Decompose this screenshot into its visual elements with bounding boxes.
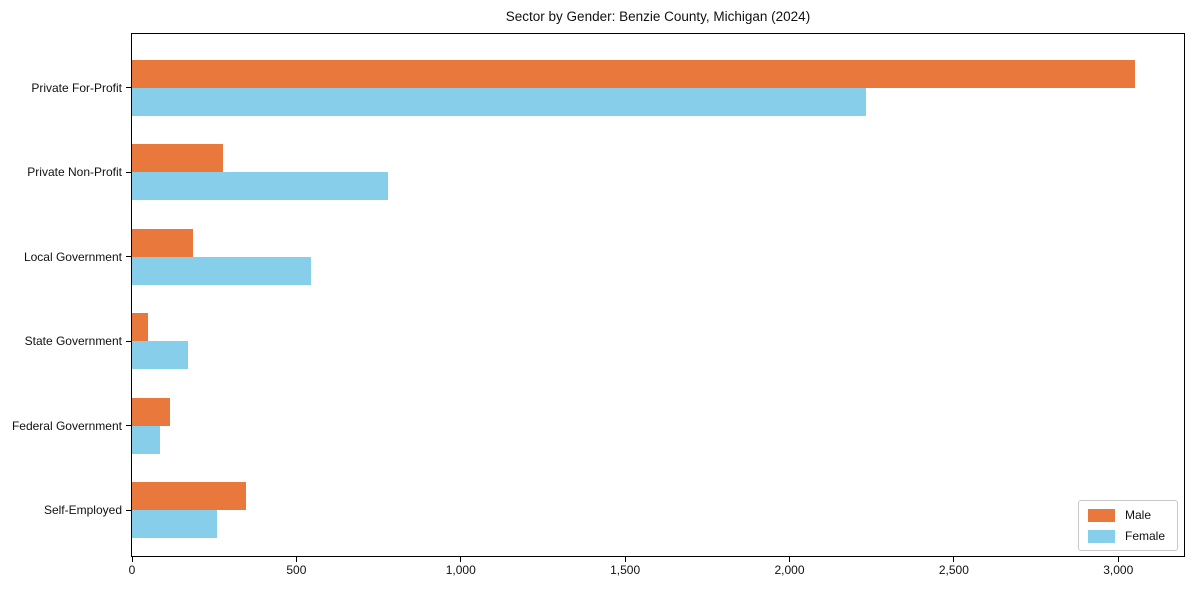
y-tick-mark	[126, 509, 131, 511]
y-tick-label-private-for-profit: Private For-Profit	[31, 80, 122, 95]
bar-female-private-non-profit	[132, 172, 388, 200]
male-series-swatch	[1087, 508, 1115, 522]
x-tick-label-1-000: 1,000	[445, 563, 476, 577]
x-tick-label-2-000: 2,000	[774, 563, 805, 577]
bar-female-local-government	[132, 256, 311, 285]
y-tick-label-private-non-profit: Private Non-Profit	[27, 165, 122, 179]
x-tick-mark	[624, 557, 626, 562]
y-tick-label-federal-government: Federal Government	[11, 418, 122, 433]
x-tick-mark	[131, 557, 133, 562]
legend: Male Female	[1077, 500, 1178, 551]
y-tick-mark	[126, 87, 131, 88]
bar-male-private-non-profit	[132, 144, 223, 172]
plot-area: Male Female Private For-Profit Private No…	[12, 33, 1185, 577]
bar-male-local-government	[132, 228, 193, 257]
x-tick-label-3-000: 3,000	[1103, 563, 1134, 577]
y-tick-mark	[126, 171, 131, 173]
female-series-swatch	[1087, 529, 1115, 543]
y-tick-label-local-government: Local Government	[23, 249, 122, 264]
bar-male-state-government	[132, 313, 148, 341]
x-tick-mark	[295, 557, 297, 562]
bar-female-federal-government	[132, 425, 160, 454]
y-tick-mark	[126, 256, 131, 257]
chart-title: Sector by Gender: Benzie County, Michiga…	[505, 9, 811, 24]
x-tick-label-2-500: 2,500	[938, 563, 969, 577]
legend-label-male: Male	[1124, 508, 1151, 522]
y-tick-label-self-employed: Self-Employed	[43, 503, 122, 517]
bar-male-private-for-profit	[132, 59, 1135, 88]
x-tick-mark	[1117, 557, 1119, 562]
y-tick-mark	[126, 340, 131, 342]
x-tick-mark	[953, 557, 955, 562]
bar-female-self-employed	[132, 510, 217, 538]
y-tick-label-state-government: State Government	[24, 334, 122, 348]
x-tick-label-1-500: 1,500	[610, 563, 641, 577]
x-tick-mark	[789, 557, 790, 562]
bar-male-federal-government	[132, 397, 170, 426]
x-tick-label-0: 0	[128, 563, 136, 577]
y-tick-mark	[126, 425, 131, 426]
x-tick-label-500: 500	[286, 563, 307, 577]
legend-entry-male: Male	[1087, 508, 1165, 522]
legend-entry-female: Female	[1087, 529, 1165, 543]
legend-label-female: Female	[1124, 529, 1165, 543]
x-tick-mark	[460, 557, 462, 562]
bar-female-state-government	[132, 341, 188, 369]
bar-male-self-employed	[132, 482, 246, 510]
bar-female-private-for-profit	[132, 87, 866, 116]
